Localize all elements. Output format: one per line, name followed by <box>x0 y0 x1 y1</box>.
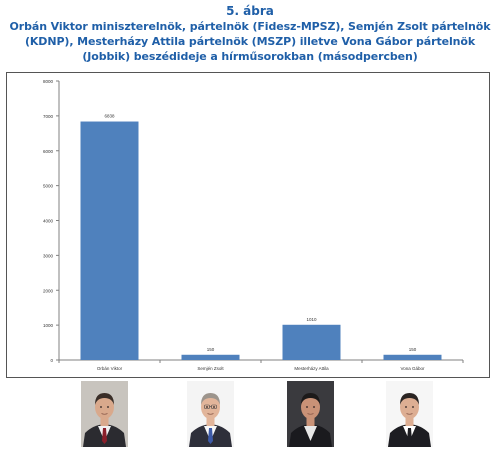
y-tick-label: 4000 <box>43 219 54 224</box>
bar <box>80 121 139 360</box>
y-tick-label: 0 <box>50 358 53 363</box>
data-label: 1010 <box>306 317 317 322</box>
chart-frame: 0 1000 2000 3000 4000 5000 6000 7000 8000 6838 Orb… <box>6 72 490 378</box>
x-tick-label: Vona Gábor <box>400 366 425 371</box>
y-tick-label: 5000 <box>43 184 54 189</box>
portrait-semjen <box>187 381 234 447</box>
portrait-row <box>0 381 500 453</box>
figure-title-block: 5. ábra Orbán Viktor miniszterelnök, pár… <box>0 4 500 64</box>
figure-number: 5. ábra <box>226 4 274 18</box>
x-tick-label: Mesterházy Attila <box>294 366 329 371</box>
x-tick-label: Orbán Viktor <box>97 366 123 371</box>
y-tick-label: 7000 <box>43 114 54 119</box>
y-tick-label: 6000 <box>43 149 54 154</box>
bar-chart: 0 1000 2000 3000 4000 5000 6000 7000 8000 6838 Orb… <box>43 79 464 371</box>
bar <box>181 354 240 360</box>
y-tick-label: 8000 <box>43 79 54 84</box>
portrait-orban <box>81 381 128 447</box>
data-label: 6838 <box>104 114 115 119</box>
x-tick-label: Semjén Zsolt <box>197 366 224 371</box>
figure-title: Orbán Viktor miniszterelnök, pártelnök (… <box>9 20 491 63</box>
bar <box>282 324 341 360</box>
data-label: 150 <box>207 347 215 352</box>
y-tick-label: 1000 <box>43 323 54 328</box>
y-tick-label: 3000 <box>43 253 54 258</box>
y-tick-label: 2000 <box>43 288 54 293</box>
portrait-vona <box>386 381 433 447</box>
bar <box>383 354 442 360</box>
portrait-mesterhazy <box>287 381 334 447</box>
data-label: 150 <box>409 347 417 352</box>
